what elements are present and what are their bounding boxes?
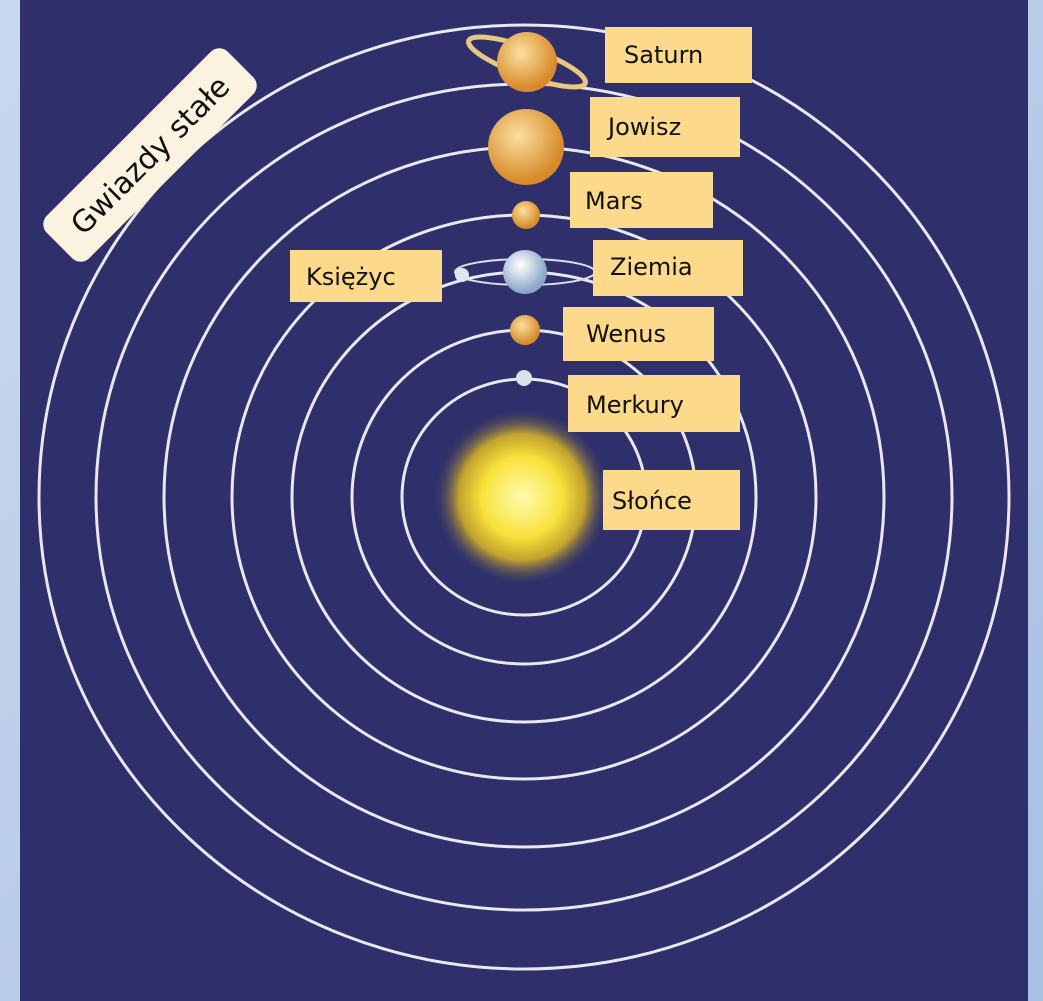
jupiter xyxy=(488,109,564,185)
earth xyxy=(503,250,547,294)
moon xyxy=(455,268,469,282)
label: Jowisz xyxy=(606,113,681,141)
label: Księżyc xyxy=(306,263,396,291)
sun xyxy=(432,407,612,587)
diagram: Gwiazdy stałe Saturn Jowisz Mars Ziemia … xyxy=(0,0,1043,1001)
saturn xyxy=(497,32,557,92)
label: Saturn xyxy=(624,41,703,69)
mercury xyxy=(516,370,532,386)
label: Ziemia xyxy=(610,253,693,281)
label: Wenus xyxy=(586,320,666,348)
mars xyxy=(512,201,540,229)
label: Mars xyxy=(585,187,643,215)
label: Merkury xyxy=(586,391,684,419)
venus xyxy=(510,315,540,345)
label: Słońce xyxy=(612,487,692,515)
